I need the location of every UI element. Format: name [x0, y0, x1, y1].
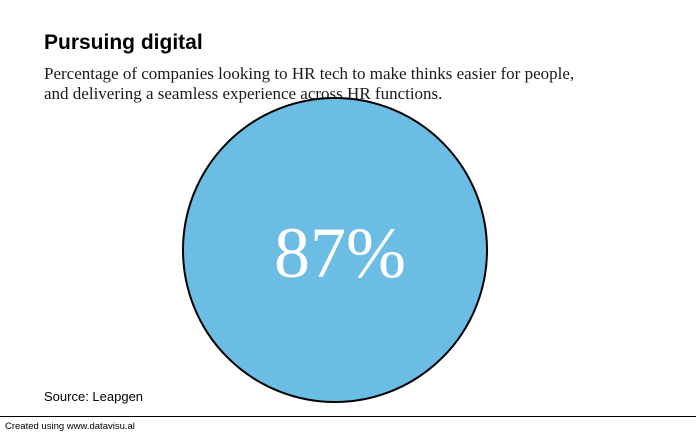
chart-title: Pursuing digital [44, 31, 203, 54]
footer-credit: Created using www.datavisu.al [5, 421, 135, 432]
footer-divider [0, 416, 696, 417]
source-note: Source: Leapgen [44, 389, 144, 404]
subtitle-line-1: Percentage of companies looking to HR te… [44, 64, 575, 83]
value-label: 87% [274, 213, 406, 293]
value-circle [182, 97, 488, 403]
